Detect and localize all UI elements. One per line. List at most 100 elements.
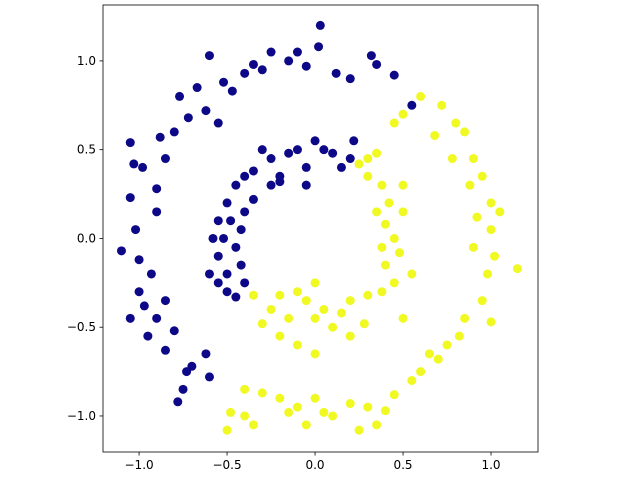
point — [345, 296, 355, 306]
point — [169, 326, 179, 336]
point — [359, 319, 369, 329]
point — [468, 242, 478, 252]
point — [284, 148, 294, 158]
point — [490, 251, 500, 261]
point — [231, 292, 241, 302]
point — [328, 322, 338, 332]
point — [240, 207, 250, 217]
point — [204, 51, 214, 61]
point — [292, 47, 302, 57]
point — [248, 166, 258, 176]
point — [226, 216, 236, 226]
point — [222, 198, 232, 208]
point — [152, 313, 162, 323]
point — [389, 70, 399, 80]
point — [363, 402, 373, 412]
point — [377, 242, 387, 252]
point — [248, 290, 258, 300]
point — [398, 180, 408, 190]
point — [512, 264, 522, 274]
point — [175, 91, 185, 101]
point — [116, 246, 126, 256]
point — [384, 198, 394, 208]
point — [354, 425, 364, 435]
point — [284, 313, 294, 323]
point — [460, 127, 470, 137]
point — [377, 287, 387, 297]
point — [372, 207, 382, 217]
point — [138, 162, 148, 172]
point — [398, 109, 408, 119]
point — [292, 145, 302, 155]
point — [231, 180, 241, 190]
point — [486, 317, 496, 327]
point — [336, 308, 346, 318]
point — [319, 304, 329, 314]
point — [442, 340, 452, 350]
y-tick-label: 1.0 — [77, 54, 96, 68]
point — [275, 290, 285, 300]
point — [377, 180, 387, 190]
point — [266, 47, 276, 57]
point — [477, 296, 487, 306]
point — [486, 225, 496, 235]
point — [345, 399, 355, 409]
point — [416, 367, 426, 377]
point — [160, 154, 170, 164]
point — [433, 354, 443, 364]
point — [349, 136, 359, 146]
point — [301, 61, 311, 71]
point — [310, 349, 320, 359]
point — [310, 136, 320, 146]
point — [213, 278, 223, 288]
point — [389, 390, 399, 400]
point — [226, 407, 236, 417]
point — [372, 59, 382, 69]
point — [301, 162, 311, 172]
point — [236, 260, 246, 270]
point — [460, 313, 470, 323]
point — [372, 420, 382, 430]
point — [363, 154, 373, 164]
point — [160, 345, 170, 355]
point — [266, 304, 276, 314]
point — [389, 118, 399, 128]
point — [437, 100, 447, 110]
y-tick-label: 0.5 — [77, 143, 96, 157]
point — [266, 180, 276, 190]
point — [319, 407, 329, 417]
point — [301, 296, 311, 306]
point — [451, 118, 461, 128]
point — [222, 269, 232, 279]
point — [201, 349, 211, 359]
point — [345, 154, 355, 164]
point — [301, 180, 311, 190]
point — [477, 171, 487, 181]
y-tick-label: 0.0 — [77, 231, 96, 245]
point — [328, 148, 338, 158]
point — [240, 171, 250, 181]
point — [310, 278, 320, 288]
point — [314, 42, 324, 52]
point — [204, 269, 214, 279]
point — [486, 198, 496, 208]
point — [363, 290, 373, 300]
point — [240, 384, 250, 394]
point — [125, 138, 135, 148]
point — [183, 113, 193, 123]
axes-frame — [102, 4, 539, 453]
point — [152, 207, 162, 217]
point — [248, 420, 258, 430]
point — [447, 154, 457, 164]
point — [372, 148, 382, 158]
x-tick-label: 1.0 — [481, 458, 500, 472]
y-tick-label: −1.0 — [67, 409, 96, 423]
point — [301, 420, 311, 430]
point — [366, 51, 376, 61]
point — [292, 340, 302, 350]
point — [160, 296, 170, 306]
point — [395, 248, 405, 258]
point — [192, 83, 202, 93]
point — [336, 162, 346, 172]
point — [472, 212, 482, 222]
